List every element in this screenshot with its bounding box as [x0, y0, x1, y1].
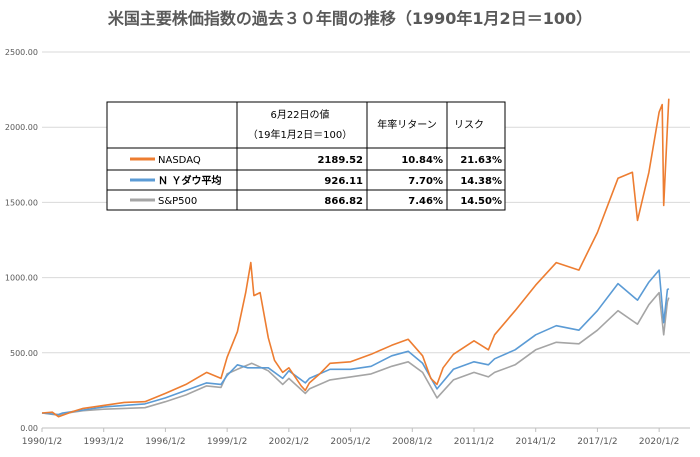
series-line-0 — [41, 98, 670, 418]
x-tick-label: 1993/1/2 — [84, 437, 124, 447]
table-header-return: 年率リターン — [377, 118, 437, 131]
y-tick-label: 2500.00 — [5, 48, 38, 57]
y-tick-label: 1500.00 — [5, 198, 38, 207]
chart-title: 米国主要株価指数の過去３０年間の推移（1990年1月2日＝100） — [108, 9, 592, 28]
x-tick-label: 2008/1/2 — [392, 437, 432, 447]
x-tick-label: 1999/1/2 — [207, 437, 247, 447]
series-line-1 — [41, 269, 670, 416]
x-tick-label: 2017/1/2 — [577, 437, 617, 447]
y-tick-label: 500.00 — [10, 349, 38, 358]
table-cell-return: 7.70% — [408, 176, 443, 187]
x-axis-ticks: 1990/1/2 1993/1/2 1996/1/2 1999/1/2 2002/1/2… — [22, 427, 690, 447]
series-lines — [41, 98, 670, 418]
y-tick-label: 0.00 — [20, 424, 38, 433]
x-tick-label: 2020/1/2 — [639, 437, 679, 447]
x-tick-label: 1996/1/2 — [145, 437, 185, 447]
series-line-2 — [41, 291, 670, 417]
table-header-risk: リスク — [454, 119, 484, 131]
summary-table: 6月22日の値 （19年1月2日＝100） 年率リターン リスク NASDAQ … — [106, 101, 506, 211]
table-border — [106, 101, 506, 211]
legend-label-nasdaq: NASDAQ — [158, 155, 201, 166]
table-cell-risk: 14.50% — [460, 196, 502, 207]
table-cell-return: 7.46% — [408, 196, 443, 207]
y-axis-ticks: 0.00 500.00 1000.00 1500.00 2000.00 2500.00 — [5, 48, 38, 433]
table-cell-risk: 14.38% — [460, 176, 502, 187]
table-cell-return: 10.84% — [401, 155, 443, 166]
table-cell-value: 926.11 — [324, 176, 363, 187]
y-tick-label: 2000.00 — [5, 123, 38, 132]
y-tick-label: 1000.00 — [5, 274, 38, 283]
x-tick-label: 2002/1/2 — [269, 437, 309, 447]
legend-label-dow: Ｎ Ｙダウ平均 — [158, 174, 221, 187]
table-cell-value: 2189.52 — [317, 155, 363, 166]
table-cell-value: 866.82 — [324, 196, 363, 207]
x-tick-label: 2005/1/2 — [330, 437, 370, 447]
table-header-value: 6月22日の値 — [270, 108, 329, 121]
legend-label-sp500: S&P500 — [158, 196, 197, 207]
table-cell-risk: 21.63% — [460, 155, 502, 166]
x-tick-label: 2014/1/2 — [516, 437, 556, 447]
table-header-value-sub: （19年1月2日＝100） — [248, 128, 353, 141]
x-tick-label: 1990/1/2 — [22, 437, 62, 447]
x-tick-label: 2011/1/2 — [454, 437, 494, 447]
